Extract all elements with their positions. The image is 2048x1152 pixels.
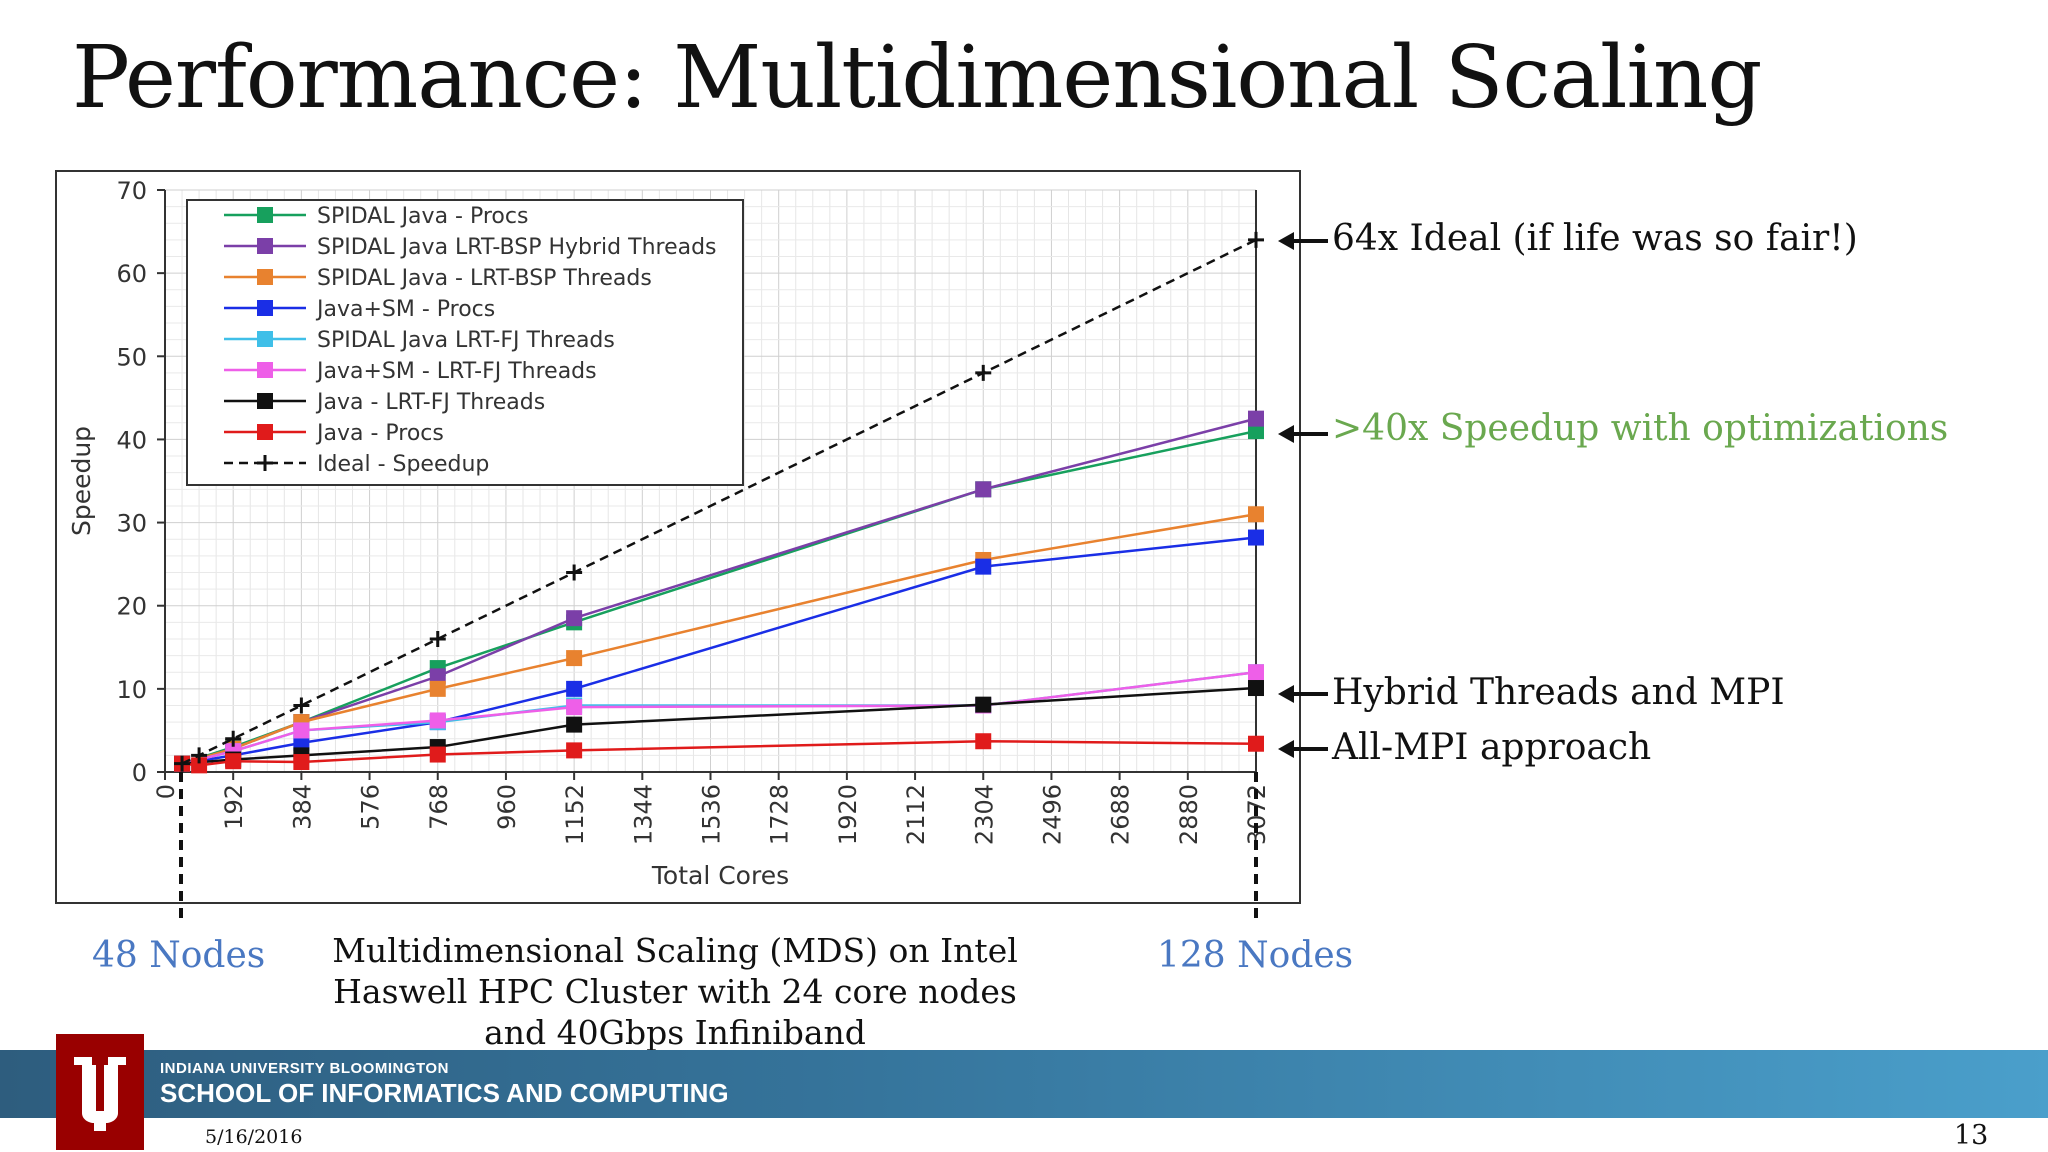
- data-point: [1248, 664, 1264, 681]
- legend-label: SPIDAL Java LRT-BSP Hybrid Threads: [317, 235, 717, 260]
- footer-school: SCHOOL OF INFORMATICS AND COMPUTING: [160, 1078, 729, 1108]
- data-point: [429, 712, 446, 729]
- legend-marker: [257, 362, 273, 378]
- data-point: [566, 742, 583, 759]
- x-tick-label: 384: [288, 784, 316, 830]
- x-tick-label: 2880: [1175, 784, 1203, 845]
- legend-marker: [257, 393, 273, 409]
- data-point: [293, 722, 310, 739]
- x-tick-label: 576: [357, 784, 385, 830]
- legend-marker: [257, 238, 273, 254]
- data-point: [429, 746, 446, 763]
- legend-label: SPIDAL Java - Procs: [317, 204, 528, 229]
- data-point: [191, 757, 208, 774]
- legend-box: [186, 199, 744, 486]
- page-number: 13: [1954, 1120, 1989, 1151]
- arrow-hybrid-head: [1278, 685, 1294, 703]
- x-axis-title: Total Cores: [651, 861, 789, 890]
- y-axis-title: Speedup: [67, 426, 96, 536]
- data-point: [566, 650, 583, 667]
- chart-caption: Multidimensional Scaling (MDS) on Intel …: [332, 931, 1018, 1052]
- legend-marker: [257, 331, 273, 347]
- x-tick-label: 768: [425, 784, 453, 830]
- legend-label: SPIDAL Java LRT-FJ Threads: [317, 328, 615, 353]
- series-line: [181, 238, 1257, 765]
- data-point: [1248, 735, 1264, 752]
- x-tick-label: 960: [493, 784, 521, 830]
- data-point: [975, 696, 992, 713]
- data-point: [566, 564, 583, 581]
- y-tick-label: 50: [116, 343, 147, 371]
- y-tick-label: 60: [116, 260, 147, 288]
- y-tick-label: 0: [132, 759, 147, 787]
- x-tick-label: 2688: [1107, 784, 1135, 845]
- data-point: [225, 730, 242, 747]
- slide-title: Performance: Multidimensional Scaling: [72, 28, 1762, 128]
- legend-label: Java+SM - Procs: [315, 297, 495, 322]
- y-tick-label: 30: [116, 510, 147, 538]
- arrow-ideal-head: [1278, 232, 1294, 250]
- data-point: [191, 747, 208, 764]
- y-tick-label: 70: [116, 177, 147, 205]
- data-point: [975, 481, 992, 498]
- data-point: [975, 364, 992, 381]
- data-point: [429, 668, 446, 685]
- x-tick-label: 2496: [1038, 784, 1066, 845]
- y-tick-label: 20: [116, 593, 147, 621]
- data-point: [1248, 680, 1264, 697]
- x-tick-label: 0: [152, 784, 180, 799]
- x-tick-label: 2304: [970, 784, 998, 845]
- y-tick-label: 10: [116, 676, 147, 704]
- data-point: [1248, 423, 1264, 440]
- data-point: [1248, 231, 1264, 248]
- x-tick-label: 1536: [698, 784, 726, 845]
- data-point: [1248, 506, 1264, 523]
- data-point: [174, 755, 191, 772]
- data-point: [293, 697, 310, 714]
- x-tick-label: 1920: [834, 784, 862, 845]
- data-point: [975, 733, 992, 750]
- annotation-allmpi: All-MPI approach: [1332, 727, 1652, 768]
- legend-label: Ideal - Speedup: [317, 452, 489, 477]
- x-tick-label: 2112: [902, 784, 930, 845]
- arrow-allmpi-head: [1278, 740, 1294, 758]
- annotation-speedup: >40x Speedup with optimizations: [1332, 408, 1949, 449]
- legend-label: SPIDAL Java - LRT-BSP Threads: [317, 266, 652, 291]
- legend-marker: [257, 300, 273, 316]
- x-tick-label: 1728: [766, 784, 794, 845]
- y-tick-label: 40: [116, 426, 147, 454]
- data-point: [1248, 529, 1264, 546]
- legend-marker: [257, 269, 273, 285]
- data-point: [975, 558, 992, 575]
- data-point: [566, 699, 583, 716]
- legend-label: Java - Procs: [315, 421, 444, 446]
- data-point: [293, 734, 310, 751]
- x-tick-label: 192: [220, 784, 248, 830]
- legend-marker: [257, 424, 273, 440]
- nodes-left-label: 48 Nodes: [92, 935, 266, 976]
- footer-date: 5/16/2016: [205, 1126, 303, 1148]
- x-tick-label: 1152: [561, 784, 589, 845]
- data-point: [429, 680, 446, 697]
- arrow-speedup-head: [1278, 425, 1294, 443]
- iu-trident-logo: [56, 1034, 144, 1150]
- data-point: [293, 754, 310, 771]
- data-point: [566, 716, 583, 733]
- annotation-ideal: 64x Ideal (if life was so fair!): [1332, 218, 1858, 259]
- data-point: [429, 630, 446, 647]
- footer-university: INDIANA UNIVERSITY BLOOMINGTON: [160, 1060, 449, 1077]
- legend-label: Java - LRT-FJ Threads: [315, 390, 545, 415]
- annotation-hybrid: Hybrid Threads and MPI: [1332, 672, 1785, 713]
- data-point: [566, 680, 583, 697]
- legend-marker: [257, 455, 273, 471]
- data-point: [566, 610, 583, 627]
- legend-marker: [257, 207, 273, 223]
- data-point: [225, 753, 242, 770]
- footer-band: [0, 1050, 2048, 1118]
- x-tick-label: 1344: [629, 784, 657, 845]
- nodes-right-label: 128 Nodes: [1157, 935, 1354, 976]
- data-point: [1248, 410, 1264, 427]
- legend-label: Java+SM - LRT-FJ Threads: [315, 359, 597, 384]
